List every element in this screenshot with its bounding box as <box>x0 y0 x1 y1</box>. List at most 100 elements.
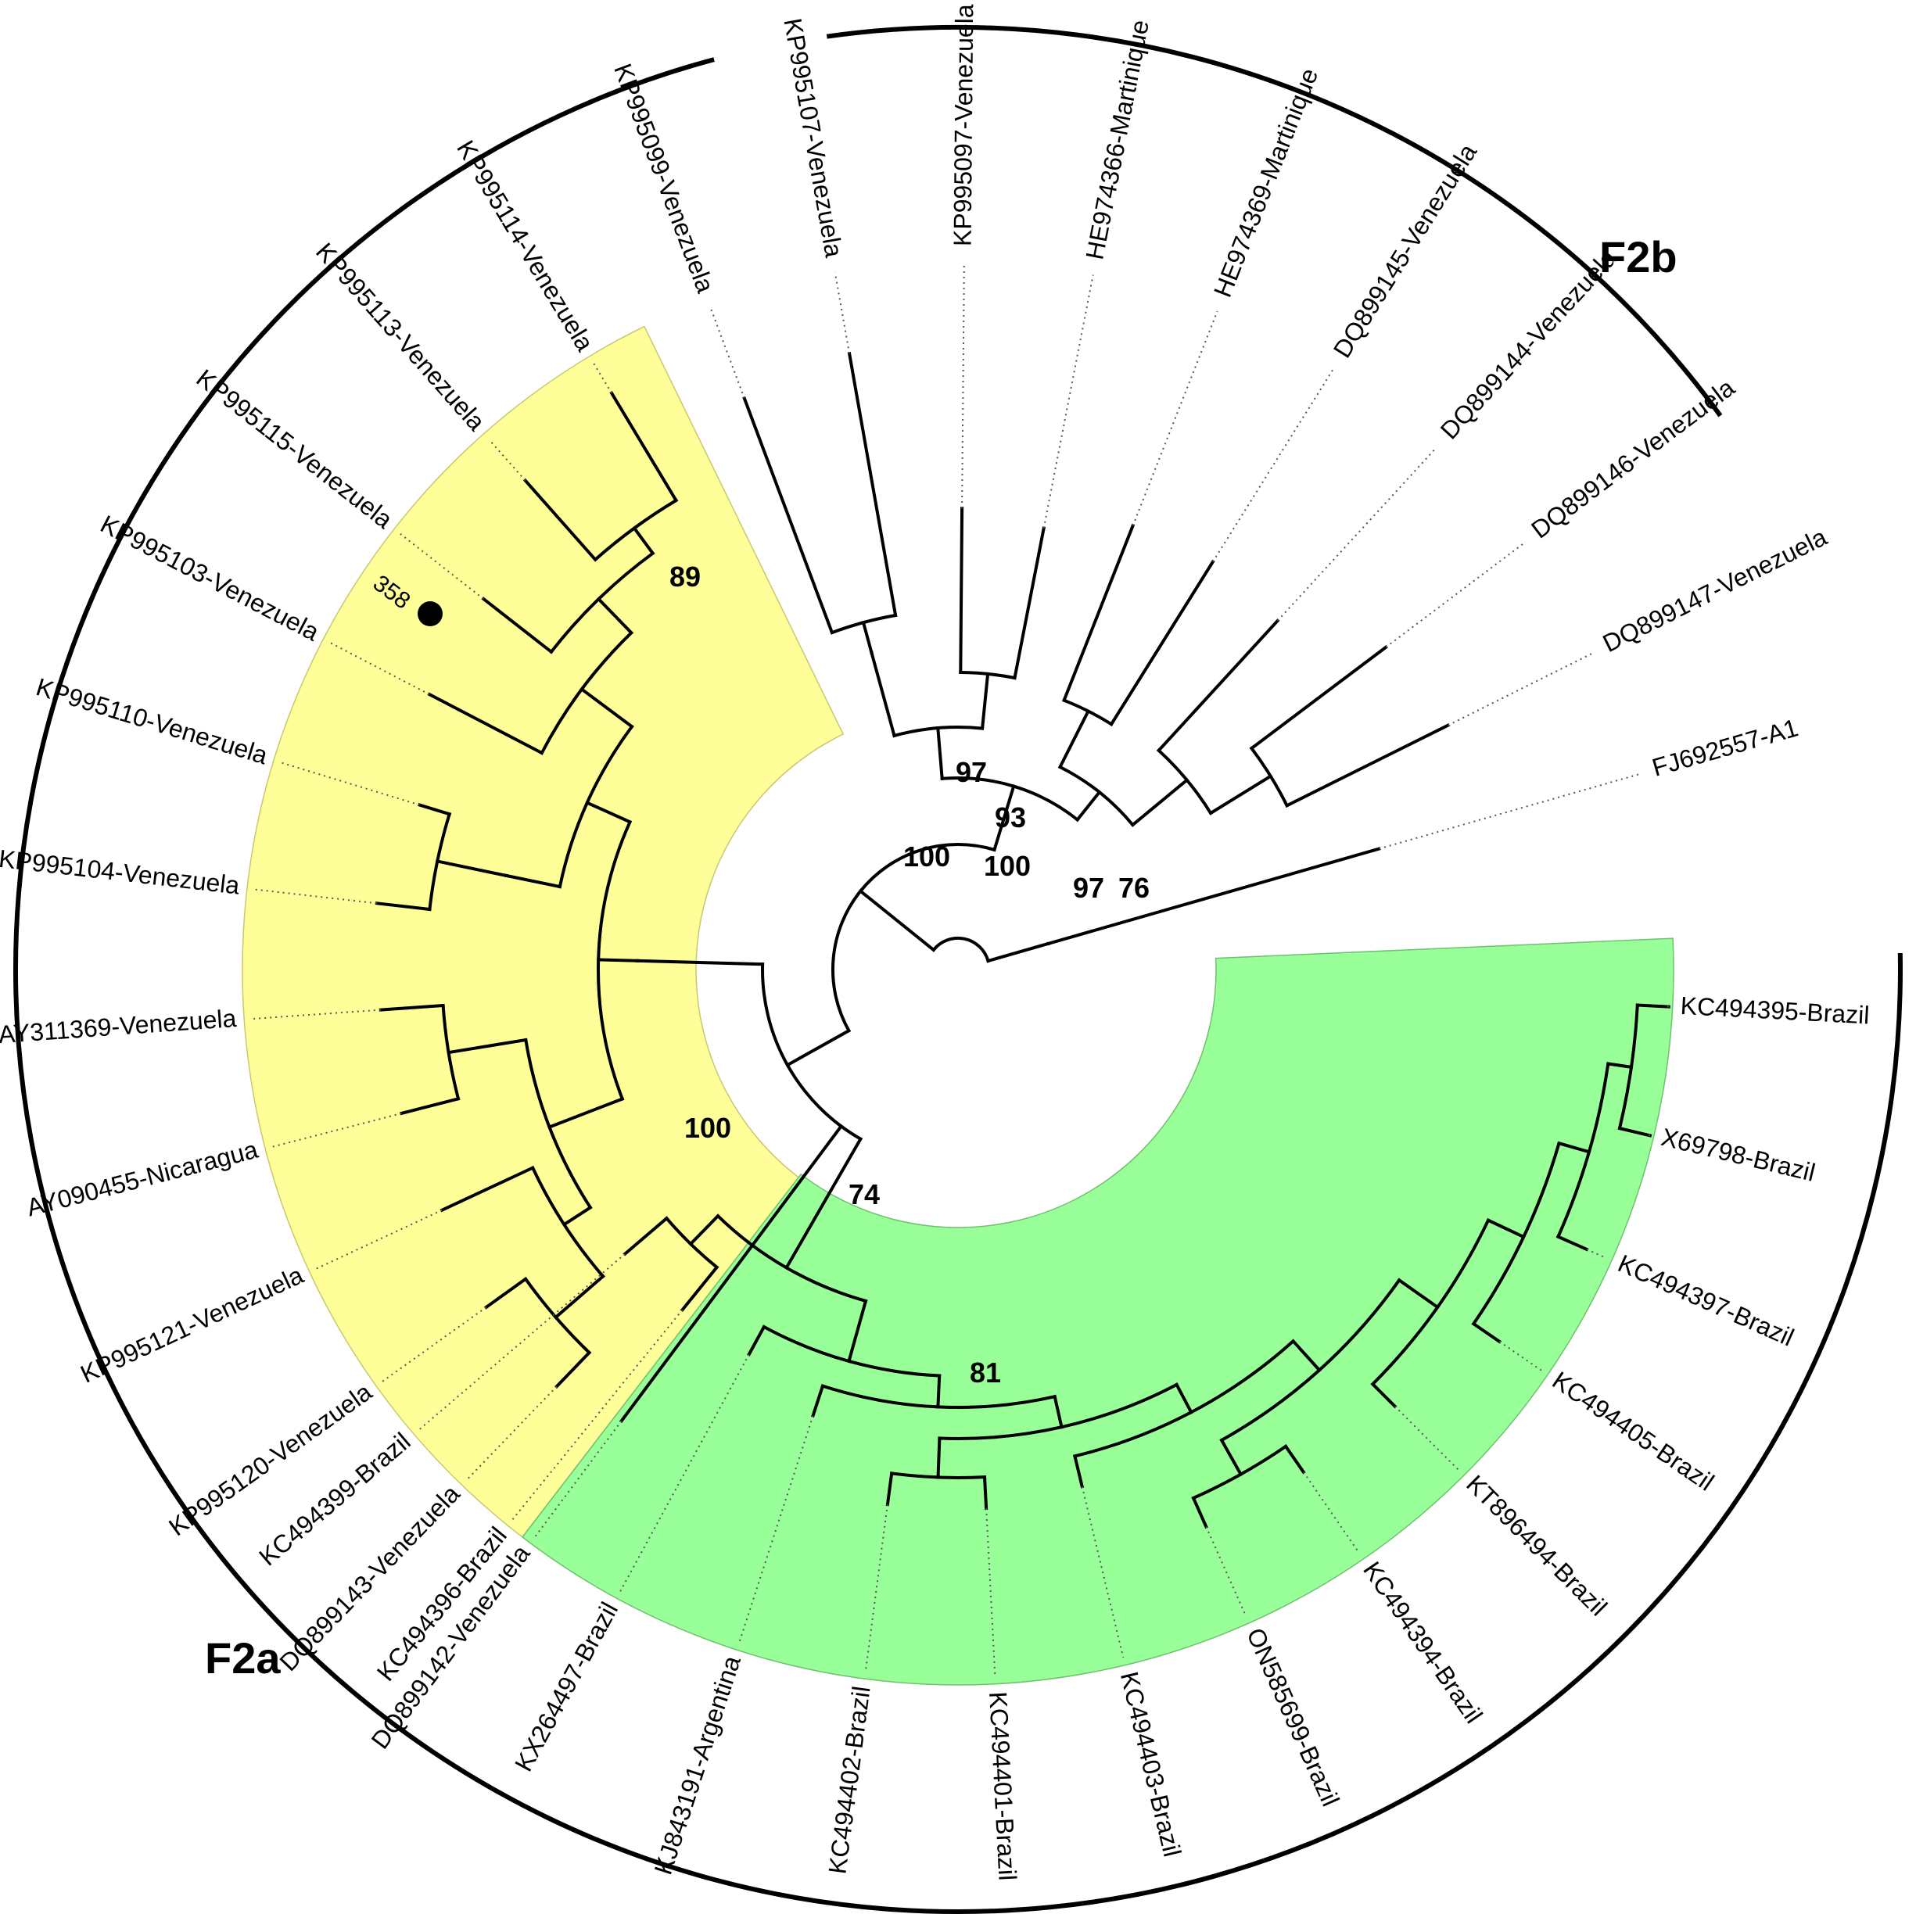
tree-branch <box>1555 1235 1589 1252</box>
tree-branch <box>596 597 634 636</box>
tip-label: KP995110-Venezuela <box>33 672 271 769</box>
tree-branch <box>936 1374 942 1409</box>
tree-branch <box>762 1324 942 1378</box>
tree-branch <box>1219 1278 1401 1443</box>
tree-branch <box>553 1274 605 1320</box>
bootstrap-value: 100 <box>903 841 950 873</box>
tree-branch <box>504 873 562 889</box>
tree-branch <box>986 941 1050 963</box>
tree-branch <box>870 651 896 738</box>
tip-leader-line <box>534 1420 623 1538</box>
tree-branch <box>1109 559 1215 726</box>
tree-branch <box>664 1216 719 1270</box>
tip-leader-line <box>316 1209 443 1270</box>
bootstrap-value: 97 <box>956 756 987 788</box>
tree-branch <box>784 1136 863 1271</box>
bootstrap-value: 76 <box>1118 872 1150 904</box>
tree-branch <box>447 1038 528 1055</box>
tree-branch <box>1072 1339 1296 1458</box>
tree-branch <box>1617 1003 1639 1131</box>
tree-branch <box>716 1213 868 1303</box>
tree-branch <box>742 396 834 635</box>
bootstrap-value: 100 <box>984 850 1031 882</box>
tree-branch <box>440 1165 535 1213</box>
tip-leader-line <box>1276 447 1437 622</box>
tree-branch <box>597 958 640 962</box>
tree-branch <box>931 936 990 963</box>
tree-branch <box>980 672 990 730</box>
brazil-highlight-sector <box>521 937 1674 1686</box>
tree-branch <box>636 959 765 966</box>
tip-label: KJ843191-Argentina <box>648 1652 745 1878</box>
tip-label: KC494397-Brazil <box>1614 1249 1799 1351</box>
marker-dot <box>418 601 443 626</box>
tip-leader-line <box>400 533 484 600</box>
tip-label: KP995107-Venezuela <box>778 16 848 260</box>
tree-branch <box>1635 1003 1670 1009</box>
tree-branch <box>428 812 452 912</box>
tree-branch <box>619 1124 844 1424</box>
tip-leader-line <box>1212 368 1334 563</box>
tip-leader-line <box>619 1353 750 1592</box>
tree-branch <box>579 686 634 729</box>
tip-leader-line <box>985 1508 996 1676</box>
tip-leader-line <box>1132 310 1218 526</box>
tree-branch <box>1053 1394 1064 1429</box>
tree-branch <box>597 819 633 1102</box>
tip-leader-line <box>1394 1405 1459 1471</box>
tree-branch <box>549 550 655 654</box>
tree-branch <box>632 525 655 556</box>
tree-branch <box>375 901 432 912</box>
tip-leader-line <box>1645 1134 1651 1137</box>
tip-label: FJ692557-A1 <box>1649 713 1802 782</box>
tip-label: DQ899145-Venezuela <box>1328 138 1483 362</box>
tree-branch <box>1046 847 1381 946</box>
tip-leader-line <box>329 642 430 695</box>
tip-label: KX264497-Brazil <box>509 1597 623 1776</box>
tip-label: KP995120-Venezuela <box>163 1378 377 1542</box>
tip-label: AY311369-Venezuela <box>0 1004 238 1048</box>
tip-leader-line <box>961 261 965 509</box>
tip-label: DQ899147-Venezuela <box>1598 522 1832 658</box>
tree-branch <box>609 391 679 503</box>
tip-label: DQ899146-Venezuela <box>1526 373 1739 543</box>
tree-branch <box>1397 1278 1440 1310</box>
tree-branch <box>1057 765 1136 827</box>
tree-branch <box>1013 526 1046 680</box>
tip-leader-line <box>1042 274 1094 529</box>
tree-branch <box>861 620 874 655</box>
tip-leader-line <box>593 362 612 394</box>
tree-branch <box>992 784 1016 852</box>
tip-leader-line <box>864 1504 888 1672</box>
tip-label: KP995114-Venezuela <box>451 135 599 356</box>
bootstrap-value: 100 <box>684 1112 731 1144</box>
tip-leader-line <box>511 1309 684 1520</box>
tip-label: KP995113-Venezuela <box>310 237 491 436</box>
tree-branch <box>1191 1496 1208 1529</box>
tree-branch <box>831 843 996 1033</box>
tree-branch <box>889 1471 987 1479</box>
tip-leader-line <box>738 1415 814 1643</box>
tip-leader-line <box>1379 773 1639 850</box>
tree-branch <box>1283 1444 1306 1475</box>
bootstrap-value: 93 <box>995 801 1026 833</box>
tree-branch <box>1072 1453 1085 1489</box>
tree-branch <box>1249 644 1388 751</box>
tree-branch <box>562 1205 593 1227</box>
tip-label: KP995104-Venezuela <box>0 844 241 900</box>
tip-leader-line <box>419 1253 626 1430</box>
tree-branch <box>1075 790 1102 823</box>
tree-branch <box>1062 698 1114 726</box>
tree-branch <box>940 776 1080 823</box>
tree-branch <box>761 962 863 1142</box>
tree-branch <box>811 1384 825 1418</box>
bootstrap-value: 89 <box>669 561 701 593</box>
tip-leader-line <box>709 306 745 399</box>
tree-branch <box>379 1003 445 1012</box>
tree-branch <box>1062 523 1136 703</box>
tip-leader-line <box>1448 653 1592 726</box>
tip-leader-line <box>272 1113 402 1148</box>
tree-branch <box>1617 1126 1652 1138</box>
tree-branch <box>1130 777 1189 827</box>
tree-branch <box>523 1277 592 1355</box>
